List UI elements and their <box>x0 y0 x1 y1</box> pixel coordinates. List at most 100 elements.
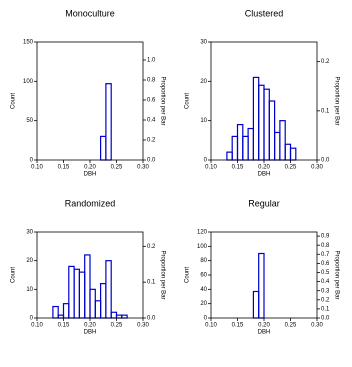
x-tick-label: 0.15 <box>58 165 70 171</box>
y-axis-label: Count <box>185 93 191 109</box>
bar <box>105 260 112 319</box>
y-tick-label: 100 <box>23 79 34 85</box>
y-tick-label: 20 <box>26 258 33 264</box>
x-axis-label: DBH <box>258 330 271 336</box>
y2-tick-label: 0.0 <box>147 158 156 164</box>
bar <box>84 254 91 319</box>
y-tick-label: 120 <box>197 230 208 236</box>
bar <box>274 131 281 161</box>
bar <box>62 303 70 319</box>
bar <box>263 88 270 161</box>
y2-tick-label: 0.8 <box>147 78 156 84</box>
y-tick-label: 150 <box>23 40 34 46</box>
bar <box>78 271 86 319</box>
y-tick-label: 10 <box>200 118 207 124</box>
y2-tick-label: 0.6 <box>147 98 156 104</box>
bar <box>236 123 244 161</box>
bar <box>231 135 239 161</box>
y2-tick-label: 0.1 <box>321 108 330 114</box>
y2-tick-label: 0.7 <box>321 252 330 258</box>
x-tick-label: 0.30 <box>311 323 323 329</box>
y-tick-label: 20 <box>200 301 207 307</box>
y-tick-label: 0 <box>30 316 34 322</box>
x-tick-label: 0.25 <box>111 165 123 171</box>
y2-tick-label: 0.0 <box>321 158 330 164</box>
bar <box>68 265 75 319</box>
y-tick-label: 0 <box>204 316 208 322</box>
bar <box>105 83 112 161</box>
y-tick-label: 60 <box>200 273 207 279</box>
y2-tick-label: 0.9 <box>321 234 330 240</box>
x-axis-label: DBH <box>84 330 97 336</box>
bar <box>115 314 123 319</box>
bar <box>258 252 265 319</box>
x-tick-label: 0.25 <box>285 323 297 329</box>
y2-tick-label: 0.5 <box>321 270 330 276</box>
panel-title: Regular <box>248 198 280 208</box>
bar <box>73 268 80 319</box>
y-tick-label: 0 <box>204 158 208 164</box>
bar <box>252 290 260 319</box>
bar <box>94 300 102 319</box>
y2-axis-label: Proportion per Bar <box>333 76 339 125</box>
y2-tick-label: 0.2 <box>321 297 330 303</box>
bar <box>110 311 118 319</box>
bar <box>57 314 65 319</box>
y2-tick-label: 0.4 <box>147 118 156 124</box>
y2-tick-label: 0.2 <box>147 244 156 250</box>
y-axis-label: Count <box>11 267 17 283</box>
panel-title: Clustered <box>245 8 284 18</box>
x-tick-label: 0.20 <box>84 165 96 171</box>
x-tick-label: 0.30 <box>137 165 149 171</box>
bar <box>226 151 233 161</box>
x-tick-label: 0.30 <box>311 165 323 171</box>
y2-tick-label: 0.6 <box>321 261 330 267</box>
x-tick-label: 0.20 <box>258 165 270 171</box>
plot-frame <box>36 41 144 161</box>
x-tick-label: 0.25 <box>285 165 297 171</box>
x-tick-label: 0.10 <box>205 323 217 329</box>
bar <box>242 135 249 161</box>
y2-tick-label: 1.0 <box>147 58 156 64</box>
x-axis-label: DBH <box>258 172 271 178</box>
y-tick-label: 80 <box>200 258 207 264</box>
y-axis-label: Count <box>11 93 17 109</box>
bar <box>289 147 297 161</box>
bar <box>121 314 128 319</box>
x-tick-label: 0.25 <box>111 323 123 329</box>
y2-axis-label: Proportion per Bar <box>159 250 165 299</box>
y2-tick-label: 0.3 <box>321 288 330 294</box>
bar <box>252 76 260 161</box>
x-tick-label: 0.10 <box>205 165 217 171</box>
bar <box>279 120 286 161</box>
bar <box>284 143 292 161</box>
panel-title: Randomized <box>65 198 116 208</box>
y-tick-label: 0 <box>30 158 34 164</box>
y-tick-label: 20 <box>200 79 207 85</box>
y2-tick-label: 0.1 <box>321 306 330 312</box>
y2-tick-label: 0.2 <box>321 59 330 65</box>
x-tick-label: 0.10 <box>31 323 43 329</box>
x-tick-label: 0.15 <box>58 323 70 329</box>
y2-tick-label: 0.0 <box>147 316 156 322</box>
y2-axis-label: Proportion per Bar <box>333 250 339 299</box>
y-tick-label: 10 <box>26 287 33 293</box>
y2-tick-label: 0.4 <box>321 279 330 285</box>
bar <box>89 288 96 319</box>
panel-title: Monoculture <box>65 8 115 18</box>
y-axis-label: Count <box>185 267 191 283</box>
x-tick-label: 0.20 <box>258 323 270 329</box>
x-tick-label: 0.30 <box>137 323 149 329</box>
x-tick-label: 0.15 <box>232 165 244 171</box>
bar <box>268 100 276 161</box>
y2-tick-label: 0.8 <box>321 243 330 249</box>
bar <box>247 127 255 161</box>
bar <box>52 305 59 319</box>
x-tick-label: 0.10 <box>31 165 43 171</box>
y-tick-label: 50 <box>26 118 33 124</box>
x-tick-label: 0.15 <box>232 323 244 329</box>
bar <box>258 84 265 161</box>
y2-tick-label: 0.0 <box>321 316 330 322</box>
x-tick-label: 0.20 <box>84 323 96 329</box>
